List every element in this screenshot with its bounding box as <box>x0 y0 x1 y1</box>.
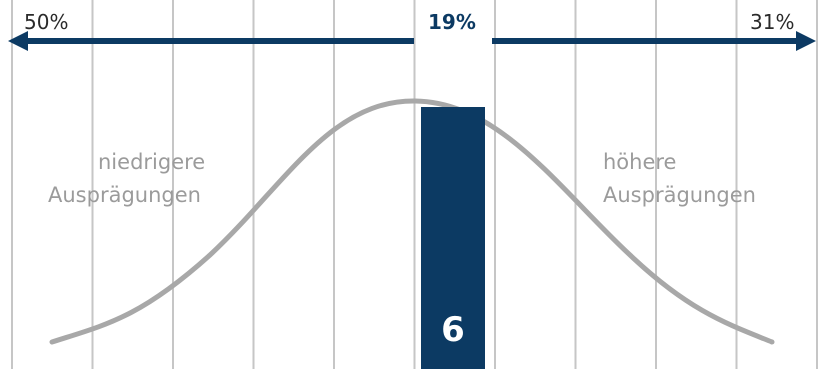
left-arrowhead <box>8 31 28 51</box>
center-percentage: 19% <box>428 10 476 34</box>
higher-label-line1: höhere <box>603 150 677 174</box>
left-percentage: 50% <box>24 10 69 34</box>
higher-label-line2: Ausprägungen <box>603 183 756 207</box>
distribution-curve <box>49 98 775 345</box>
right-percentage: 31% <box>750 10 795 34</box>
highlighted-bar <box>421 107 485 369</box>
gridlines <box>11 0 818 369</box>
bar-value-label: 6 <box>441 310 465 350</box>
lower-label-line2: Ausprägungen <box>48 183 201 207</box>
lower-label-line1: niedrigere <box>98 150 206 174</box>
right-arrowhead <box>796 31 816 51</box>
